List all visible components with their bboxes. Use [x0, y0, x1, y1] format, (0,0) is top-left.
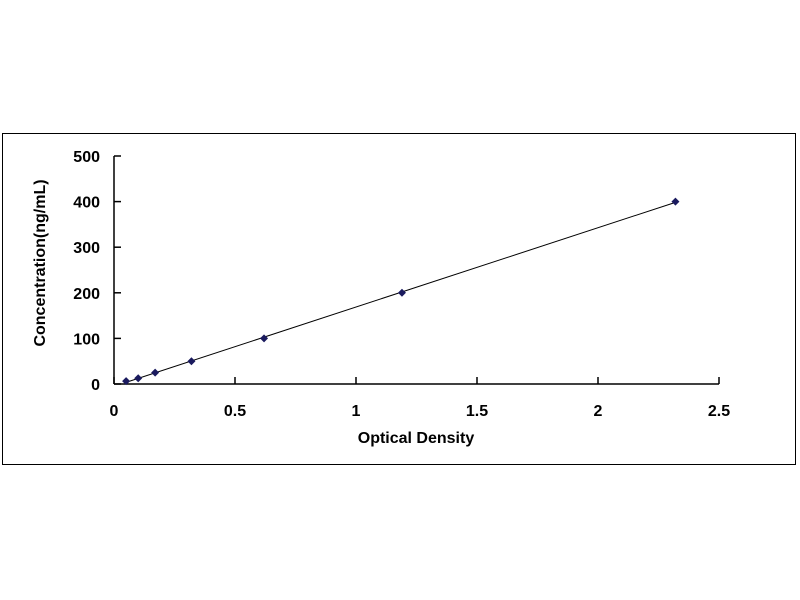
x-tick-label: 2: [594, 403, 603, 420]
x-tick-label: 1.5: [466, 403, 488, 420]
y-tick-label: 300: [73, 240, 100, 257]
chart-frame: [2, 133, 796, 465]
x-axis-label: Optical Density: [358, 430, 475, 447]
data-point: [151, 368, 160, 377]
axes: [113, 156, 719, 385]
y-tick-label: 200: [73, 286, 100, 303]
x-tick-label: 1: [352, 403, 361, 420]
x-tick-label: 2.5: [708, 403, 730, 420]
y-tick-label: 0: [91, 377, 100, 394]
data-point: [134, 374, 143, 383]
y-axis-label: Concentration(ng/mL): [32, 179, 49, 346]
data-point: [122, 377, 131, 386]
x-tick-label: 0: [110, 403, 119, 420]
x-tick-label: 0.5: [224, 403, 246, 420]
y-tick-label: 500: [73, 149, 100, 166]
data-point: [260, 334, 269, 343]
y-tick-label: 400: [73, 195, 100, 212]
data-point: [397, 288, 406, 297]
data-point: [187, 357, 196, 366]
y-tick-label: 100: [73, 331, 100, 348]
data-point: [671, 197, 680, 206]
